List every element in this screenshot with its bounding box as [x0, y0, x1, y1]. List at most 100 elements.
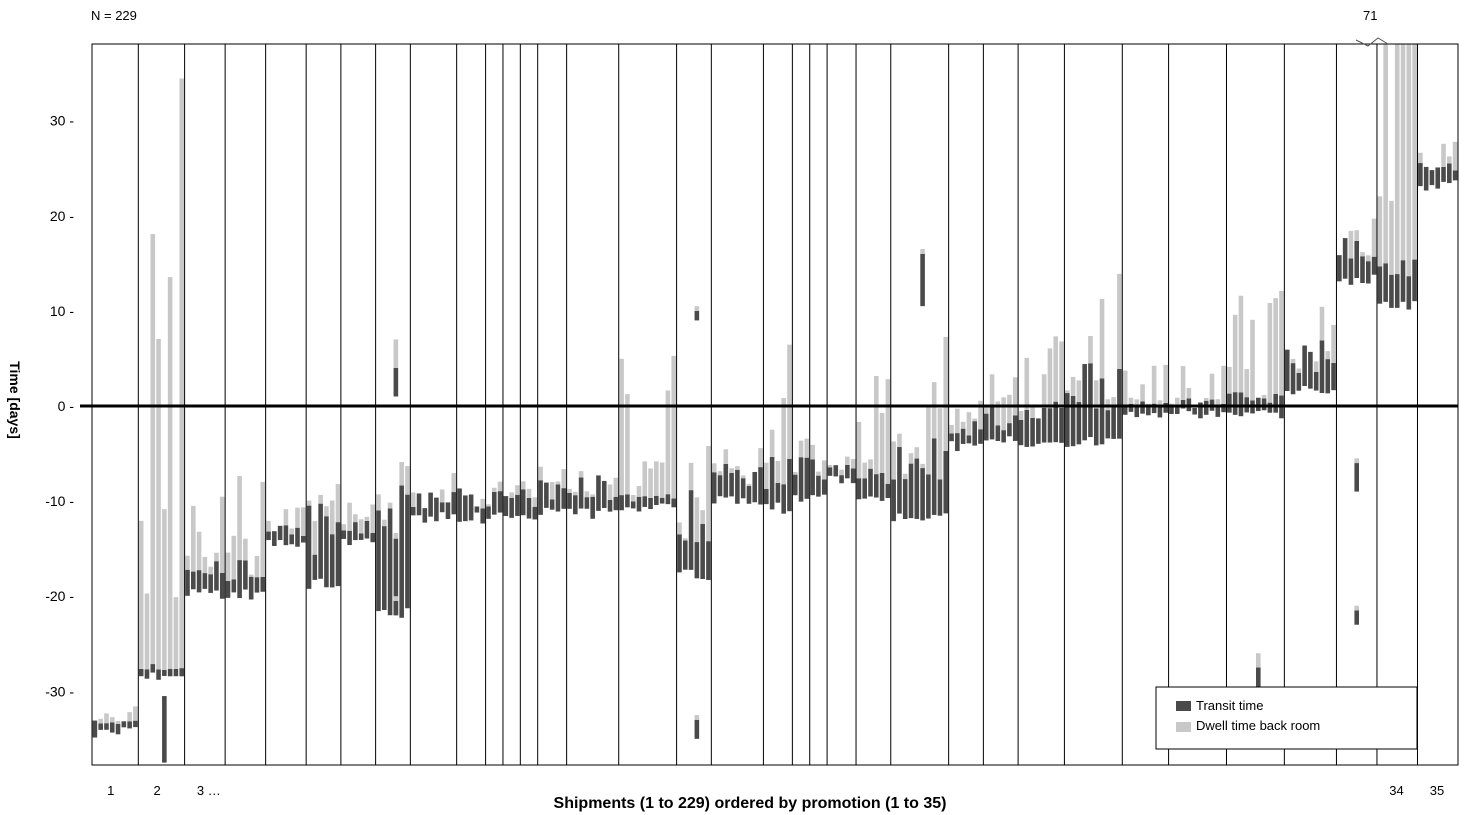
transit-bar: [1256, 397, 1261, 412]
outlier-dwell-bar: [694, 715, 700, 720]
transit-bar: [1435, 167, 1441, 189]
transit-bar: [1418, 163, 1423, 187]
dwell-bar: [190, 505, 196, 572]
dwell-bar: [248, 574, 254, 577]
transit-bar: [150, 664, 156, 673]
dwell-bar: [902, 473, 908, 480]
transit-bar: [231, 579, 237, 593]
dwell-bar: [746, 483, 752, 486]
transit-bar: [1198, 402, 1203, 419]
dwell-bar: [347, 502, 352, 531]
dwell-bar: [1076, 380, 1082, 403]
dwell-bar: [775, 461, 781, 484]
dwell-bar: [115, 720, 121, 724]
transit-bar: [156, 669, 161, 680]
dwell-bar: [300, 507, 306, 536]
transit-bar: [416, 493, 422, 516]
dwell-bar: [1227, 366, 1232, 394]
dwell-bar: [636, 486, 642, 497]
transit-bar: [654, 495, 659, 505]
dwell-bar: [480, 498, 485, 509]
outlier-dwell-bar: [393, 596, 399, 601]
legend-box: [1155, 686, 1418, 750]
dwell-bar: [341, 524, 347, 531]
transit-bar: [1331, 362, 1336, 391]
dwell-bar: [914, 447, 920, 459]
transit-bar: [1406, 276, 1412, 310]
transit-bar: [341, 530, 347, 539]
transit-bar: [1111, 405, 1116, 439]
transit-bar: [532, 506, 538, 520]
transit-bar: [1423, 166, 1429, 191]
transit-bar: [1308, 351, 1313, 389]
dwell-bar: [1261, 394, 1267, 399]
transit-bar: [196, 570, 202, 593]
transit-bar: [573, 495, 578, 515]
dwell-bar: [1238, 295, 1244, 393]
transit-bar: [121, 721, 127, 728]
transit-bar: [920, 468, 925, 521]
dwell-bar: [1418, 152, 1423, 164]
axis-break-icon: [1355, 37, 1389, 47]
y-axis-title: Time [days]: [7, 361, 23, 439]
dwell-bar: [740, 475, 746, 479]
transit-bar: [1227, 393, 1232, 413]
transit-bar: [266, 531, 271, 541]
transit-bar: [185, 569, 190, 596]
transit-bar: [578, 477, 584, 509]
dwell-bar: [816, 471, 821, 476]
transit-bar: [127, 721, 132, 729]
dwell-bar: [1059, 341, 1064, 408]
transit-bar: [966, 435, 972, 444]
transit-bar: [225, 580, 231, 598]
transit-bar: [584, 497, 590, 509]
dwell-bar: [138, 520, 144, 669]
dwell-bar: [1215, 399, 1221, 406]
transit-bar: [422, 508, 428, 523]
outlier-transit-bar: [393, 367, 399, 397]
transit-bar: [781, 484, 786, 514]
dwell-bar: [1203, 397, 1209, 401]
transit-bar: [740, 478, 746, 499]
dwell-bar: [1186, 387, 1192, 399]
transit-bar: [787, 458, 792, 512]
dwell-bar: [1047, 348, 1053, 409]
dwell-bar: [98, 718, 103, 724]
dwell-bar: [567, 488, 572, 493]
dwell-bar: [856, 421, 862, 479]
dwell-bar: [1290, 358, 1296, 364]
dwell-bar: [538, 466, 543, 481]
transit-bar: [1099, 378, 1105, 445]
dwell-bar: [885, 379, 891, 484]
legend: Transit time Dwell time back room: [1155, 686, 1418, 750]
transit-bar: [642, 496, 648, 507]
dwell-bar: [1030, 405, 1035, 418]
transit-bar: [1018, 419, 1024, 446]
dwell-bar: [1383, 44, 1388, 264]
y-tick-label: -10 -: [45, 493, 74, 509]
dwell-bar: [1174, 397, 1180, 408]
dwell-bar: [1279, 290, 1284, 396]
transit-bar: [937, 479, 943, 516]
transit-bar: [202, 573, 208, 589]
transit-bar: [1065, 393, 1070, 447]
transit-bar: [711, 472, 717, 504]
transit-bar: [382, 526, 387, 611]
dwell-bar: [625, 394, 630, 495]
transit-bar: [1400, 260, 1406, 302]
dwell-bar: [405, 466, 410, 495]
transit-bar: [1059, 407, 1064, 443]
transit-bar: [289, 534, 294, 545]
dwell-bar: [289, 528, 294, 535]
outlier-transit-bar: [393, 600, 399, 616]
transit-bar: [1030, 417, 1035, 447]
dwell-bar: [1250, 319, 1255, 401]
dwell-bar: [607, 484, 613, 500]
outlier-dwell-bar: [920, 249, 925, 254]
transit-bar: [312, 554, 318, 580]
transit-bar: [902, 479, 908, 519]
dwell-bar: [1331, 324, 1336, 363]
transit-bar: [295, 527, 300, 547]
dwell-bar: [850, 458, 856, 469]
transit-bar: [792, 474, 798, 496]
